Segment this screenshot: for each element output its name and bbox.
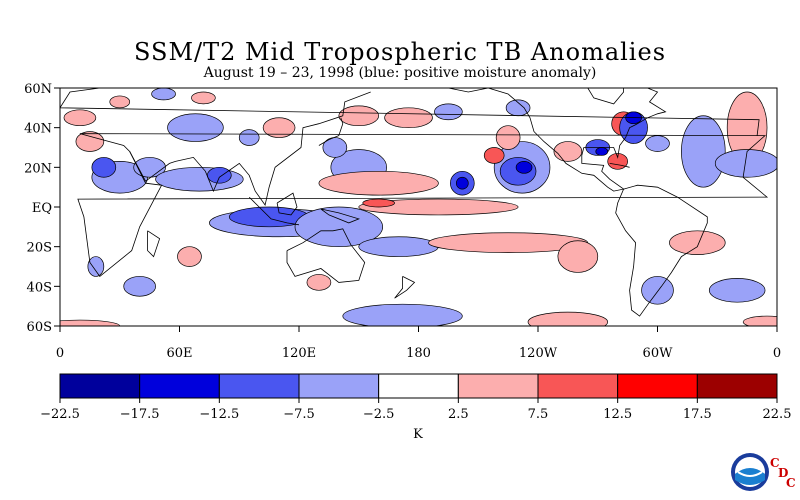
coastline — [394, 276, 416, 299]
colorbar-swatch — [457, 373, 539, 399]
latitude-label: 40N — [24, 122, 52, 137]
colorbar-swatch — [218, 373, 300, 399]
anomaly-patch — [358, 198, 519, 216]
anomaly-patch — [191, 91, 216, 105]
colorbar-tick-label: 17.5 — [683, 407, 712, 422]
latitude-label: 20S — [27, 241, 52, 256]
anomaly-patch — [151, 88, 176, 101]
colorbar-swatch — [696, 373, 778, 399]
colorbar-swatch — [298, 373, 380, 399]
coastline — [129, 91, 371, 206]
anomaly-patch — [87, 256, 105, 277]
coastline — [77, 133, 769, 277]
map-title: SSM/T2 Mid Tropospheric TB Anomalies — [133, 38, 667, 66]
anomaly-patch — [207, 166, 232, 184]
coastline — [276, 192, 298, 216]
anomaly-patch — [645, 135, 670, 152]
colorbar-tick-label: −22.5 — [40, 407, 80, 422]
anomaly-patch — [527, 311, 609, 326]
anomaly-patch — [75, 131, 105, 152]
anomaly-patch — [318, 170, 439, 196]
coastline — [248, 196, 300, 226]
anomaly-patch — [384, 107, 433, 129]
coastline — [587, 88, 624, 105]
anomaly-patch — [669, 230, 726, 255]
colorbar-tick-label: 12.5 — [603, 407, 632, 422]
anomaly-patch — [358, 236, 439, 257]
colorbar-tick-label: 7.5 — [528, 407, 549, 422]
colorbar-tick-label: −2.5 — [363, 407, 395, 422]
coastline — [286, 228, 366, 283]
longitude-label: 180 — [406, 346, 431, 361]
colorbar-tick-label: −7.5 — [283, 407, 315, 422]
cdc-letter-2: D — [778, 466, 789, 480]
anomaly-patch — [262, 117, 296, 138]
colorbar-swatch — [59, 373, 141, 399]
longitude-label: 120W — [519, 346, 558, 361]
anomaly-patch — [177, 246, 202, 267]
anomaly-patch — [434, 103, 463, 121]
longitude-label: 0 — [56, 346, 64, 361]
coastline — [615, 184, 708, 317]
colorbar-unit: K — [413, 427, 423, 442]
anomaly-patch — [483, 147, 505, 164]
anomaly-patch — [238, 129, 260, 146]
colorbar-swatch — [537, 373, 619, 399]
colorbar-tick-label: 22.5 — [763, 407, 792, 422]
latitude-ticks: 60N 40N 20N EQ 20S 40S 60S — [24, 82, 60, 335]
coastline — [609, 163, 630, 168]
noaa-emblem-icon — [731, 453, 769, 491]
anomaly-patch — [681, 115, 726, 188]
colorbar-swatch — [139, 373, 220, 399]
anomaly-patch — [342, 303, 463, 326]
latitude-label: 60N — [24, 82, 52, 97]
anomaly-patch — [306, 274, 332, 291]
anomaly-patch — [708, 278, 766, 303]
coastline — [448, 88, 667, 192]
anomaly-patches — [60, 88, 777, 326]
anomaly-patch — [641, 276, 674, 305]
map-subtitle: August 19 – 23, 1998 (blue: positive moi… — [203, 65, 597, 81]
anomaly-patch — [362, 198, 395, 208]
anomaly-patch — [515, 161, 533, 174]
coastline — [147, 230, 161, 258]
colorbar-tick-label: −17.5 — [120, 407, 160, 422]
anomaly-patch — [742, 315, 777, 326]
anomaly-patch — [495, 125, 521, 150]
anomaly-patch — [294, 206, 383, 248]
colorbar-swatch — [378, 373, 459, 399]
latitude-label: 60S — [27, 320, 52, 335]
coastline — [318, 117, 344, 146]
cdc-letter-3: C — [786, 476, 796, 490]
anomaly-patch — [553, 141, 583, 162]
anomaly-patch — [109, 95, 131, 109]
anomaly-patch — [63, 109, 97, 127]
colorbar-tick-label: 2.5 — [448, 407, 469, 422]
colorbar-tick-label: −12.5 — [199, 407, 239, 422]
latitude-label: 40S — [27, 280, 52, 295]
latitude-label: 20N — [24, 161, 52, 176]
anomaly-patch — [91, 157, 117, 178]
anomaly-patch — [714, 149, 777, 178]
anomaly-patch — [338, 105, 380, 127]
latitude-label: EQ — [32, 201, 52, 216]
anomaly-patch — [123, 276, 156, 297]
cdc-letter-1: C — [770, 456, 780, 470]
anomaly-patch — [455, 176, 469, 190]
longitude-ticks: 0 60E 120E 180 120W 60W 0 — [56, 326, 781, 361]
anomaly-patch — [167, 113, 224, 142]
coastline — [320, 208, 361, 224]
longitude-label: 60E — [166, 346, 192, 361]
anomaly-patch — [595, 147, 609, 156]
longitude-label: 120E — [282, 346, 316, 361]
longitude-label: 0 — [773, 346, 781, 361]
colorbar: −22.5 −17.5 −12.5 −7.5 −2.5 2.5 7.5 12.5 17.5 22.… — [40, 373, 792, 422]
longitude-label: 60W — [643, 346, 674, 361]
anomaly-patch — [322, 137, 348, 158]
coastlines — [60, 88, 777, 326]
coastline — [60, 88, 760, 136]
colorbar-swatch — [617, 373, 698, 399]
anomaly-patch — [557, 240, 599, 273]
